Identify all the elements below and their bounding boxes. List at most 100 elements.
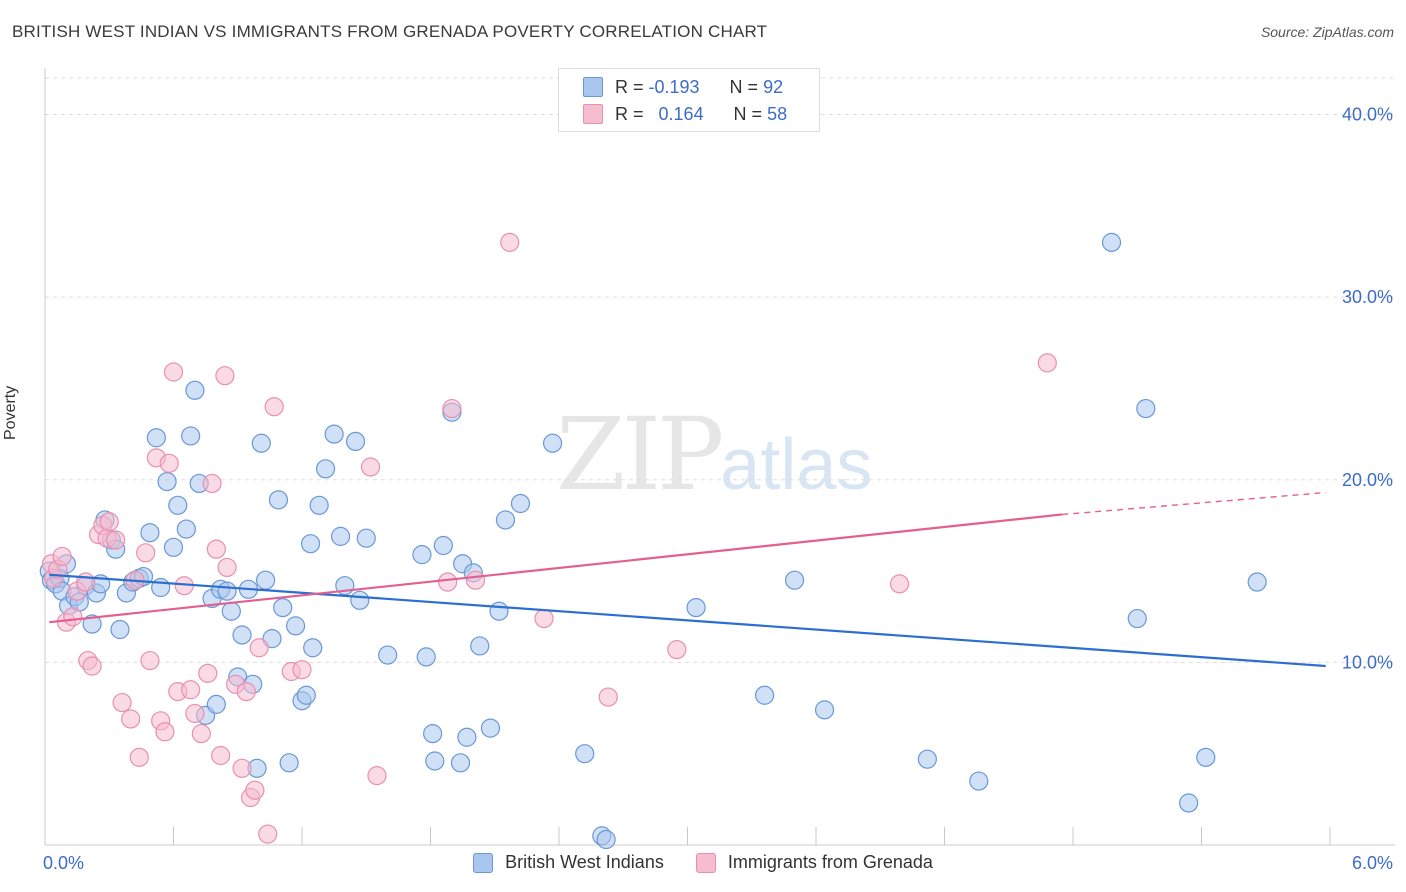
grenada-immigrants-point — [181, 680, 201, 700]
british-west-indians-point — [330, 526, 351, 546]
british-west-indians-point — [1136, 398, 1156, 419]
british-west-indians-point — [1179, 793, 1199, 813]
british-west-indians-point — [345, 431, 366, 452]
x-tick-label: 6.0% — [1352, 853, 1393, 873]
grenada-immigrants-point — [258, 824, 278, 844]
british-west-indians-point — [232, 625, 252, 645]
stats-n-label: N = — [729, 76, 759, 97]
grenada-immigrants-point — [249, 638, 269, 658]
british-west-indians-point — [784, 570, 805, 590]
british-west-indians-point — [1101, 232, 1122, 252]
british-west-indians-point — [157, 471, 177, 492]
british-west-indians-point — [416, 647, 436, 667]
grenada-immigrants-point — [245, 780, 265, 800]
british-west-indians-point — [450, 753, 471, 773]
british-west-indians-point — [433, 535, 453, 556]
grenada-immigrants-point — [129, 747, 149, 767]
grenada-immigrants-point — [438, 572, 458, 592]
legend: British West Indians Immigrants from Gre… — [0, 852, 1406, 873]
british-west-indians-point — [168, 495, 188, 515]
british-west-indians-point — [412, 545, 432, 565]
british-west-indians-point — [470, 636, 490, 656]
grenada-immigrants-point — [232, 758, 252, 778]
british-west-indians-point — [495, 510, 516, 530]
grenada-immigrants-point — [264, 397, 284, 417]
grenada-immigrants-point — [159, 453, 179, 473]
grenada-immigrants-point — [112, 692, 132, 713]
british-west-indians-point — [575, 744, 595, 764]
british-west-indians-point — [425, 751, 445, 771]
british-west-indians-point — [181, 426, 201, 446]
stats-swatch-blue — [583, 77, 603, 97]
watermark: ZIPatlas — [556, 396, 872, 513]
watermark-zip: ZIP — [556, 396, 724, 513]
british-west-indians-point — [315, 459, 336, 479]
grenada-immigrants-point — [500, 232, 520, 252]
british-west-indians-point — [489, 601, 509, 621]
british-west-indians-point — [206, 694, 226, 714]
grenada-immigrants-point — [155, 722, 175, 742]
grenada-immigrants-point — [367, 766, 387, 786]
trendline-immigrants-from-grenada — [49, 513, 1063, 624]
stats-row-pink: R = 0.164 N = 58 — [583, 102, 787, 126]
stats-row-blue: R = -0.193 N = 92 — [583, 75, 783, 99]
british-west-indians-point — [1127, 608, 1147, 629]
british-west-indians-point — [596, 829, 616, 850]
grenada-immigrants-point — [121, 709, 141, 729]
stats-swatch-pink — [583, 104, 603, 124]
british-west-indians-point — [423, 724, 443, 744]
grenada-immigrants-point — [360, 457, 381, 477]
british-west-indians-point — [82, 614, 102, 634]
grenada-immigrants-point — [106, 530, 126, 550]
y-tick-label: 40.0% — [1342, 105, 1393, 125]
british-west-indians-point — [324, 424, 344, 444]
british-west-indians-point — [969, 771, 989, 791]
watermark-atlas: atlas — [720, 425, 873, 505]
chart-source: Source: ZipAtlas.com — [1260, 24, 1394, 40]
british-west-indians-point — [510, 493, 531, 514]
stats-r-value-pink: 0.164 — [658, 103, 704, 124]
stats-r-label: R = — [615, 103, 644, 124]
grenada-immigrants-point — [163, 362, 184, 382]
british-west-indians-point — [378, 645, 398, 665]
legend-label-blue: British West Indians — [505, 852, 664, 872]
legend-item-immigrants-from-grenada[interactable]: Immigrants from Grenada — [695, 852, 933, 873]
y-tick-label: 30.0% — [1342, 287, 1393, 307]
british-west-indians-point — [251, 433, 271, 453]
grenada-immigrants-point — [889, 574, 910, 594]
british-west-indians-point — [814, 700, 835, 720]
legend-swatch-blue — [473, 852, 494, 873]
grenada-immigrants-point — [185, 703, 205, 724]
british-west-indians-point — [296, 685, 316, 705]
british-west-indians-point — [146, 428, 166, 448]
british-west-indians-point — [217, 581, 237, 601]
british-west-indians-point — [279, 753, 299, 773]
grenada-immigrants-point — [465, 570, 486, 590]
grenada-immigrants-point — [236, 681, 256, 702]
y-tick-label: 10.0% — [1342, 652, 1393, 672]
british-west-indians-point — [480, 718, 501, 738]
british-west-indians-point — [268, 490, 289, 510]
legend-swatch-pink — [695, 852, 716, 873]
grenada-immigrants-point — [76, 572, 96, 592]
legend-item-british-west-indians[interactable]: British West Indians — [473, 852, 664, 873]
legend-label-pink: Immigrants from Grenada — [727, 852, 933, 872]
grenada-immigrants-point — [442, 398, 462, 419]
british-west-indians-point — [754, 685, 775, 705]
british-west-indians-point — [1247, 572, 1267, 592]
british-west-indians-point — [542, 433, 563, 453]
grenada-immigrants-point — [63, 607, 83, 627]
british-west-indians-point — [350, 590, 370, 610]
trendline-british-west-indians — [49, 573, 1326, 668]
grenada-immigrants-point — [217, 557, 237, 578]
grenada-immigrants-point — [202, 473, 222, 494]
stats-n-value-blue: 92 — [763, 76, 784, 97]
y-tick-label: 20.0% — [1342, 470, 1393, 490]
grenada-immigrants-point — [140, 650, 160, 671]
stats-n-label: N = — [733, 103, 763, 124]
grenada-immigrants-point — [534, 608, 554, 629]
grenada-immigrants-point — [206, 539, 226, 559]
grenada-immigrants-point — [211, 745, 231, 766]
british-west-indians-point — [221, 601, 241, 621]
